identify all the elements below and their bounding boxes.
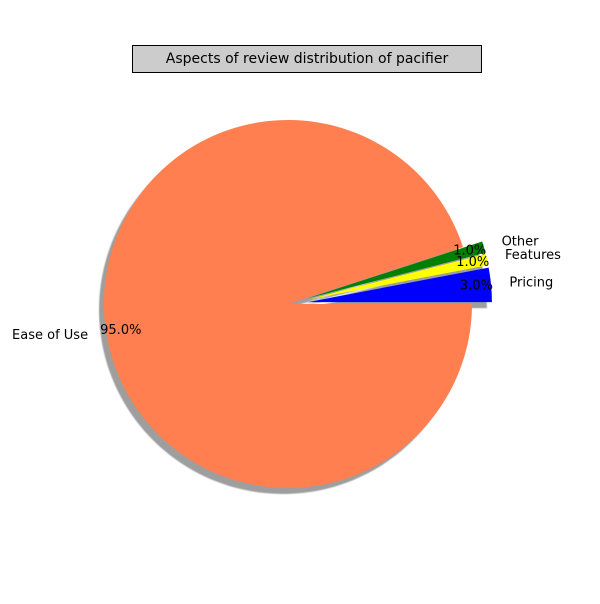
pct-label-features: 1.0% (456, 255, 489, 270)
pct-label-ease-of-use: 95.0% (100, 323, 141, 338)
labels: 3.0% Pricing 1.0% Features 1.0% Other 95.0% Eas… (12, 234, 561, 343)
category-label-features: Features (505, 248, 561, 263)
slice-ease-of-use (104, 119, 473, 489)
slices (104, 119, 492, 489)
category-label-other: Other (502, 234, 540, 249)
slice-other (307, 241, 486, 299)
chart-title-text: Aspects of review distribution of pacifi… (165, 51, 449, 67)
category-label-ease-of-use: Ease of Use (12, 328, 88, 343)
pct-label-pricing: 3.0% (460, 279, 493, 294)
category-label-pricing: Pricing (509, 276, 553, 291)
slice-pricing (307, 267, 492, 303)
slice-features (307, 253, 489, 300)
pct-label-other: 1.0% (453, 244, 486, 259)
chart-title: Aspects of review distribution of pacifi… (132, 45, 482, 73)
